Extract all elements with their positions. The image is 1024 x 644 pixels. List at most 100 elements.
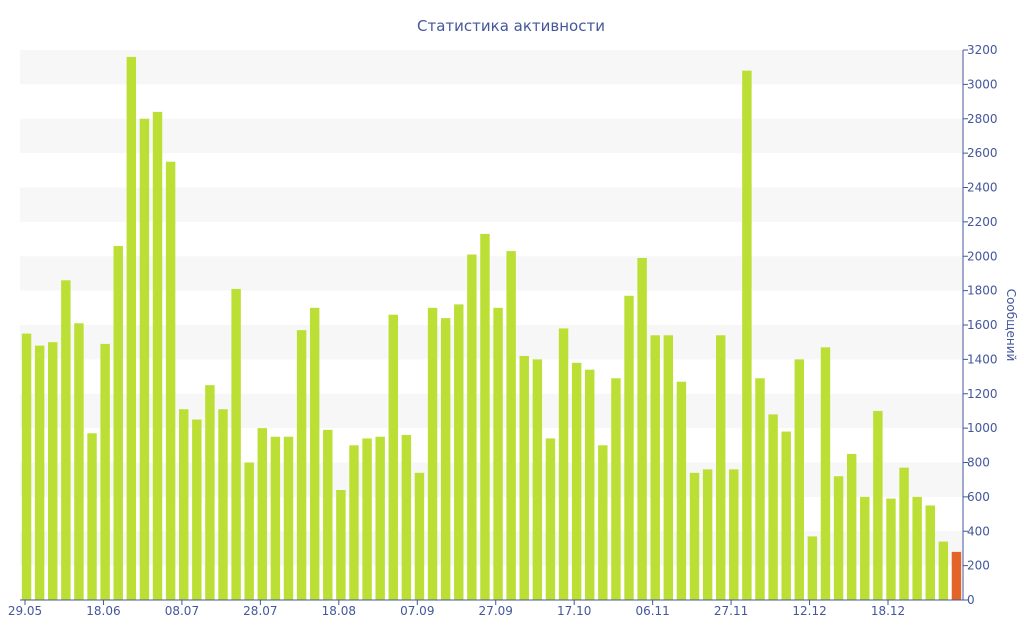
x-tick-label: 07.09 [400,604,434,618]
bar[interactable] [676,381,687,600]
bar[interactable] [729,469,739,601]
bar[interactable] [598,445,608,600]
bar[interactable] [283,436,294,600]
y-tick-label: 2600 [967,146,998,160]
bar[interactable] [820,347,831,600]
grid-band [20,462,963,497]
y-tick-label: 2000 [967,249,998,263]
x-tick-label: 06.11 [635,604,669,618]
bar[interactable] [336,490,346,600]
y-tick-label: 0 [967,593,975,607]
bar[interactable] [846,453,857,600]
bar[interactable] [296,330,307,600]
bar[interactable] [938,541,949,600]
bar[interactable] [113,245,123,600]
bar[interactable] [624,295,634,600]
bar[interactable] [480,233,490,600]
bar[interactable] [427,307,438,600]
bar[interactable] [309,307,320,600]
bar[interactable] [873,410,883,600]
bar[interactable] [886,498,896,600]
bar[interactable] [270,436,281,600]
bar[interactable] [519,355,529,600]
bar[interactable] [558,328,569,600]
bar[interactable] [192,419,202,600]
bar[interactable] [87,433,97,600]
bar[interactable] [414,472,425,600]
bar[interactable] [571,362,582,600]
bar-series [21,56,962,601]
bar[interactable] [257,428,268,601]
bar[interactable] [375,436,385,600]
bar[interactable] [794,359,804,601]
bar[interactable] [860,496,870,601]
bar[interactable] [925,505,935,600]
bar[interactable] [702,469,713,601]
x-tick-label: 08.07 [165,604,199,618]
bar[interactable] [715,335,726,600]
bar[interactable] [165,161,176,600]
x-tick-label: 18.12 [871,604,905,618]
bar[interactable] [349,445,359,600]
bar[interactable] [781,431,791,600]
bar[interactable] [454,304,464,601]
bar[interactable] [218,409,228,600]
grid-band [20,531,963,566]
bar[interactable] [650,335,660,600]
bar[interactable] [506,251,516,600]
bar[interactable] [100,343,110,600]
bar[interactable] [440,318,451,601]
bar[interactable] [545,438,556,600]
grid-band [20,118,963,154]
bar[interactable] [388,314,398,600]
bar[interactable] [126,56,137,601]
grid-band [20,256,963,291]
bar[interactable] [323,429,333,600]
bar[interactable] [21,333,32,600]
bar[interactable] [807,536,818,600]
bar[interactable] [61,280,71,600]
y-tick-label: 400 [967,524,990,538]
bar[interactable] [401,435,412,600]
bar[interactable] [179,409,189,600]
grid-band [20,50,963,85]
bar[interactable] [362,438,372,600]
bar[interactable] [34,345,45,601]
bar[interactable] [205,385,215,600]
y-tick-label: 1600 [967,318,998,332]
bar[interactable] [755,378,765,600]
bar[interactable] [48,342,58,600]
bar[interactable] [637,257,647,600]
bar[interactable] [833,476,844,600]
y-tick-label: 1200 [967,387,998,401]
x-axis-ticks: 29.05 18.06 08.07 28.07 18.08 07.09 27.09 17.10… [8,600,905,618]
bar[interactable] [74,323,84,600]
bar[interactable] [139,118,150,600]
y-tick-label: 600 [967,490,990,504]
bar[interactable] [231,288,241,600]
y-tick-label: 800 [967,456,990,470]
bar[interactable] [912,496,922,601]
grid-bands [20,50,963,566]
bar[interactable] [244,462,254,601]
bar[interactable] [467,254,477,600]
grid-band [20,325,963,360]
bar[interactable] [585,369,595,600]
bar[interactable] [611,378,621,600]
bar[interactable] [493,307,503,600]
bar[interactable] [152,111,163,601]
bar-current[interactable] [951,551,962,601]
bar[interactable] [689,472,700,600]
x-tick-label: 18.06 [86,604,120,618]
bar[interactable] [663,335,674,600]
y-tick-label: 3200 [967,43,998,57]
y-tick-label: 200 [967,559,990,573]
bar[interactable] [899,467,909,600]
x-tick-label: 29.05 [8,604,42,618]
bar[interactable] [742,70,752,601]
x-tick-label: 27.09 [479,604,513,618]
bar[interactable] [768,414,778,601]
bar[interactable] [532,359,543,601]
